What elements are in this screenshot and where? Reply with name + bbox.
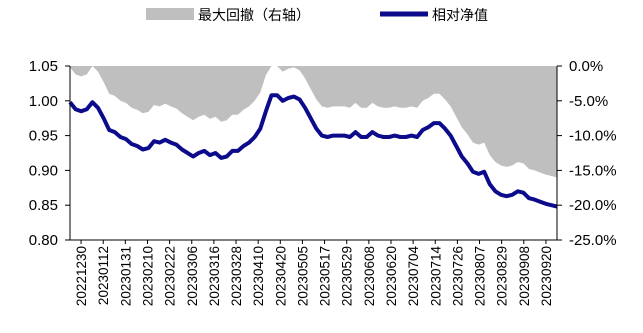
legend-label-drawdown: 最大回撤（右轴） <box>198 8 310 24</box>
legend-label-nav: 相对净值 <box>432 8 488 24</box>
y-right-tick-label: -10.0% <box>569 128 617 145</box>
x-tick-label: 20230920 <box>539 246 554 306</box>
y-axis-right: -25.0% -20.0% -15.0% -10.0% -5.0% 0.0% <box>556 58 617 249</box>
y-left-tick-label: 1.00 <box>29 93 58 110</box>
x-tick-label: 20230306 <box>185 246 200 306</box>
x-tick-label: 20230829 <box>495 246 510 306</box>
y-left-tick-label: 0.90 <box>29 162 58 179</box>
x-tick-label: 20230529 <box>340 246 355 306</box>
x-tick-label: 20230714 <box>428 246 443 307</box>
legend: 最大回撤（右轴） 相对净值 <box>146 8 488 24</box>
y-left-tick-label: 1.05 <box>29 58 58 75</box>
y-right-tick-label: -20.0% <box>569 197 617 214</box>
legend-swatch-drawdown <box>146 8 194 20</box>
x-tick-label: 20230210 <box>140 246 155 306</box>
y-right-tick-label: -5.0% <box>569 93 608 110</box>
y-right-tick-label: -15.0% <box>569 162 617 179</box>
x-axis: 20221230 20230112 20230131 20230210 20230222… <box>70 239 557 307</box>
x-tick-label: 20230420 <box>273 246 288 306</box>
drawdown-area <box>70 66 557 178</box>
x-tick-label: 20230328 <box>229 246 244 306</box>
plot-area <box>68 66 558 209</box>
x-tick-label: 20230410 <box>251 246 266 306</box>
y-left-tick-label: 0.95 <box>29 128 58 145</box>
x-tick-label: 20230704 <box>406 246 421 307</box>
y-left-tick-label: 0.80 <box>29 232 58 249</box>
x-tick-label: 20230505 <box>295 246 310 306</box>
x-tick-label: 20230131 <box>118 246 133 306</box>
x-tick-label: 20230908 <box>517 246 532 306</box>
x-tick-label: 20230726 <box>450 246 465 306</box>
x-tick-label: 20221230 <box>74 246 89 306</box>
x-tick-label: 20230112 <box>96 246 111 305</box>
y-right-tick-label: -25.0% <box>569 232 617 249</box>
x-tick-label: 20230222 <box>163 246 178 306</box>
x-tick-label: 20230608 <box>362 246 377 306</box>
y-left-tick-label: 0.85 <box>29 197 58 214</box>
x-tick-label: 20230316 <box>207 246 222 306</box>
x-tick-label: 20230620 <box>384 246 399 306</box>
relative-nav-line <box>68 93 558 209</box>
y-axis-left: 0.80 0.85 0.90 0.95 1.00 1.05 <box>29 58 71 249</box>
x-tick-label: 20230517 <box>318 246 333 306</box>
x-tick-label: 20230807 <box>473 246 488 306</box>
y-right-tick-label: 0.0% <box>569 58 603 75</box>
